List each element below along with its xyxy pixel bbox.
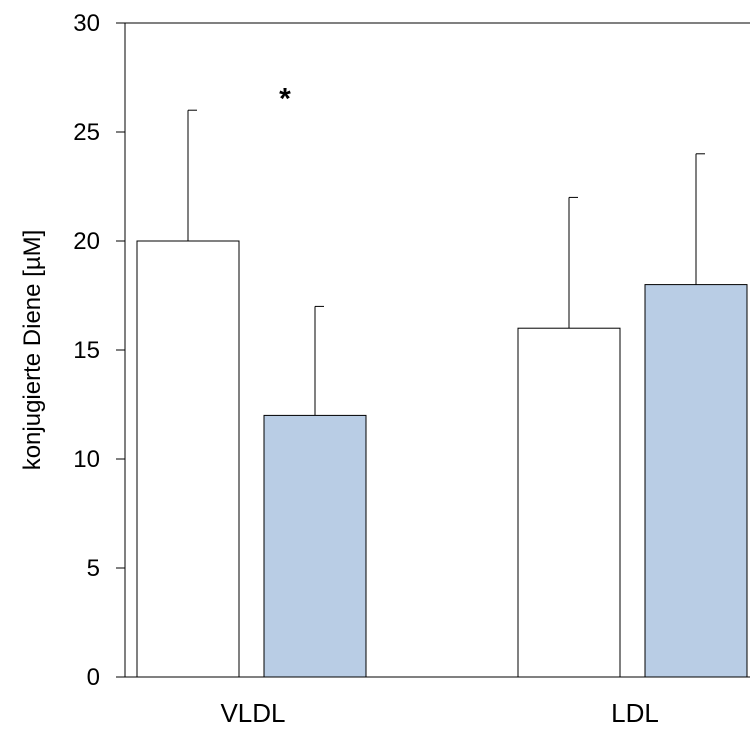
category-label-vldl: VLDL: [220, 698, 285, 728]
y-tick-label: 10: [73, 446, 100, 473]
category-labels: VLDL LDL: [220, 698, 658, 728]
y-tick-label: 5: [87, 555, 100, 582]
y-axis-title: konjugierte Diene [µM]: [19, 230, 46, 471]
y-tick-label: 0: [87, 664, 100, 691]
bar-vldl-2: [263, 414, 367, 678]
bar-vldl-1: [136, 240, 240, 678]
category-label-ldl: LDL: [611, 698, 659, 728]
significance-marker: *: [279, 82, 291, 115]
bar-ldl-1: [517, 327, 621, 678]
y-tick-label: 25: [73, 119, 100, 146]
y-tick-label: 15: [73, 337, 100, 364]
y-tick-label: 30: [73, 10, 100, 37]
y-axis: 0 5 10 15 20 25 30: [73, 10, 750, 691]
bar-ldl-2: [644, 284, 748, 678]
annotations: *: [279, 82, 291, 115]
bars: [136, 240, 748, 678]
error-bars: [187, 109, 705, 416]
y-tick-label: 20: [73, 228, 100, 255]
